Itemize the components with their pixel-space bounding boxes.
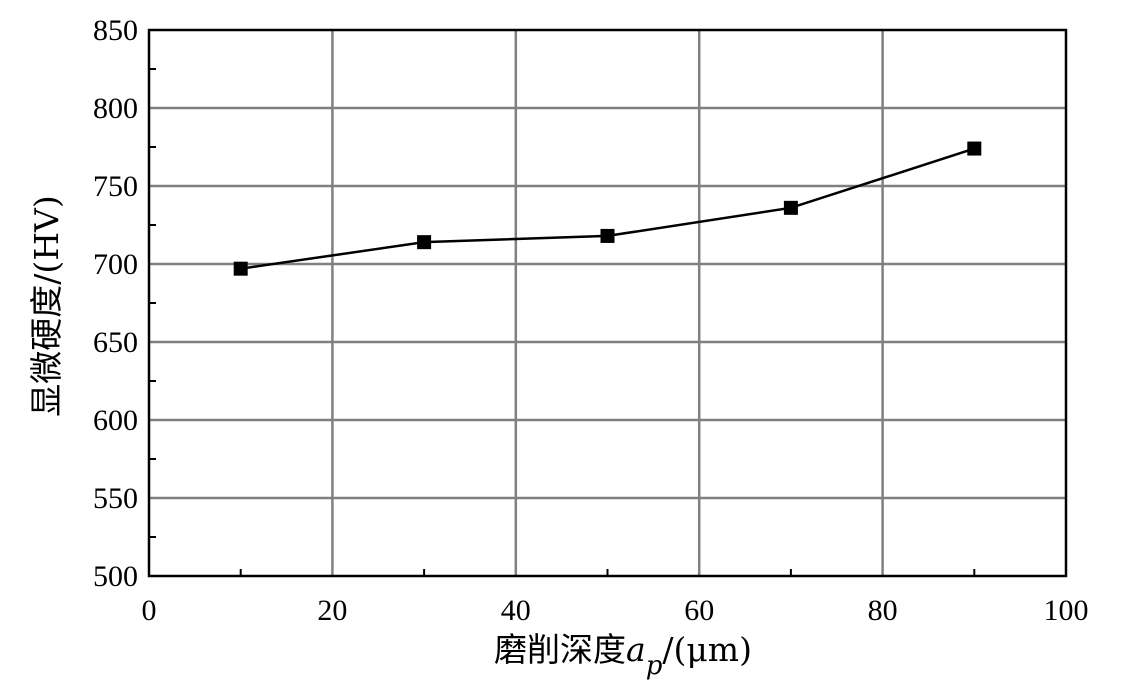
y-tick-label: 850 xyxy=(93,14,138,47)
x-axis-title-var: a xyxy=(626,630,646,669)
x-tick-label: 0 xyxy=(142,594,157,627)
x-tick-labels: 0 20 40 60 80 100 xyxy=(142,594,1089,627)
y-axis-title: 显微硬度/(HV) xyxy=(27,195,66,416)
data-point-marker xyxy=(600,228,615,243)
data-point-marker xyxy=(233,261,248,276)
plot-frame xyxy=(147,28,1068,578)
x-tick-label: 20 xyxy=(317,594,347,627)
y-tick-label: 500 xyxy=(93,560,138,593)
series-line xyxy=(240,147,975,270)
x-tick-label: 40 xyxy=(501,594,531,627)
x-tick-label: 100 xyxy=(1044,594,1089,627)
grid-lines xyxy=(149,30,1066,576)
y-tick-label: 700 xyxy=(93,248,138,281)
data-point-marker xyxy=(783,200,798,215)
y-tick-label: 550 xyxy=(93,482,138,515)
y-tick-label: 750 xyxy=(93,170,138,203)
plot-frame-group xyxy=(147,28,1068,578)
x-axis-title: 磨削深度ap/(μm) xyxy=(494,630,752,681)
x-axis-title-main: 磨削深度 xyxy=(494,630,626,669)
x-axis-title-unit: /(μm) xyxy=(662,630,752,669)
data-point-marker xyxy=(967,141,982,156)
x-axis-title-subscript: p xyxy=(646,651,663,681)
series-group xyxy=(233,141,982,276)
data-point-marker xyxy=(417,235,432,250)
x-tick-label: 80 xyxy=(868,594,898,627)
y-tick-label: 800 xyxy=(93,92,138,125)
minor-ticks xyxy=(149,68,976,576)
x-tick-label: 60 xyxy=(684,594,714,627)
y-tick-label: 650 xyxy=(93,326,138,359)
y-tick-labels: 500 550 600 650 700 750 800 850 xyxy=(93,14,138,593)
y-tick-label: 600 xyxy=(93,404,138,437)
